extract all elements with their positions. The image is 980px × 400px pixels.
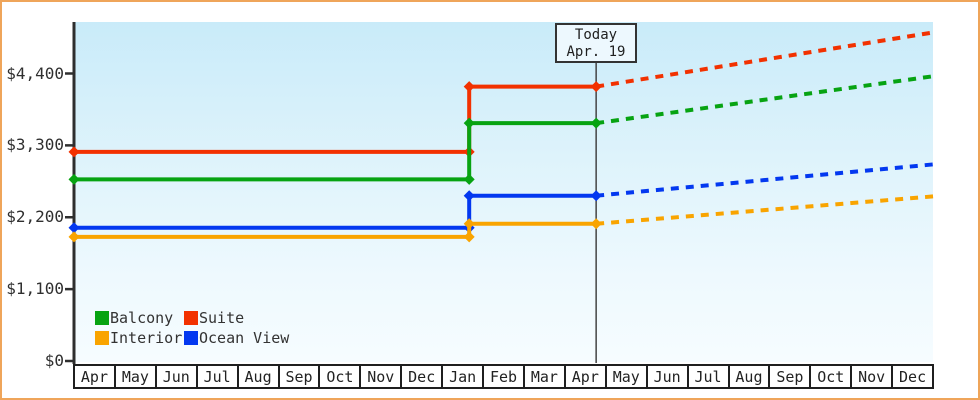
month-cell: Nov [361,366,403,387]
legend-swatch-icon [184,331,198,345]
month-cell: Dec [402,366,444,387]
month-cell: Jun [157,366,198,387]
month-cell: Nov [852,366,894,387]
month-cell: Oct [811,366,853,387]
month-cell: Dec [899,367,927,386]
y-tick-label: $2,200 [6,207,64,227]
series-marker-balcony [463,117,475,129]
series-marker-suite [590,81,602,93]
month-cell: Oct [320,366,362,387]
series-marker-balcony [590,117,602,129]
month-cell: Aug [730,366,771,387]
plot-area [75,22,933,362]
month-cell: Feb [484,366,525,387]
month-cell: Jul [689,366,730,387]
today-label: Today [574,27,618,43]
series-marker-ocean-view [463,190,475,202]
series-marker-interior [68,231,80,243]
legend-label: Suite [199,309,245,327]
series-projection-interior [595,194,935,226]
legend-label: Balcony [110,309,174,327]
series-marker-interior [463,218,475,230]
month-cell: May [116,366,157,387]
series-marker-interior [463,231,475,243]
legend-item-ocean-view: Ocean View [184,328,289,348]
month-cell: Apr [75,366,116,387]
x-axis: Apr May Jun Jul Aug Sep Oct Nov Dec Jan Feb Mar Apr M… [73,364,934,389]
legend-swatch-icon [95,331,109,345]
legend-item-interior: Interior [95,328,184,348]
series-line-interior [74,221,597,239]
series-line-suite [74,84,597,154]
y-tick-label: $1,100 [6,279,64,299]
series-marker-balcony [68,173,80,185]
series-line-balcony [74,121,597,182]
series-marker-balcony [463,173,475,185]
month-cell: Aug [239,366,280,387]
month-cell: Jan [443,366,485,387]
series-line-ocean-view [74,193,597,230]
month-cell: May [607,366,648,387]
series-marker-suite [68,146,80,158]
legend-swatch-icon [184,311,198,325]
series-marker-ocean-view [68,222,80,234]
y-tick-label: $4,400 [6,63,64,83]
today-annotation: Today Apr. 19 [555,23,637,63]
today-date: Apr. 19 [566,44,626,60]
series-marker-interior [590,218,602,230]
y-tick-label: $0 [44,351,64,370]
month-cell: Jun [648,366,689,387]
legend-swatch-icon [95,311,109,325]
series-projection-suite [595,30,935,89]
legend: Balcony Suite Interior Ocean View [95,308,289,348]
series-marker-suite [463,81,475,93]
month-cell: Sep [770,366,812,387]
series-marker-ocean-view [590,190,602,202]
y-tick-label: $3,300 [6,135,64,155]
series-projection-balcony [595,74,935,126]
legend-item-suite: Suite [184,308,289,328]
legend-item-balcony: Balcony [95,308,184,328]
legend-label: Ocean View [199,329,290,347]
month-cell: Apr [566,366,607,387]
month-cell: Sep [280,366,321,387]
month-cell: Mar [525,366,566,387]
month-cell: Jul [198,366,239,387]
series-projection-ocean-view [595,162,935,198]
legend-label: Interior [110,329,183,347]
